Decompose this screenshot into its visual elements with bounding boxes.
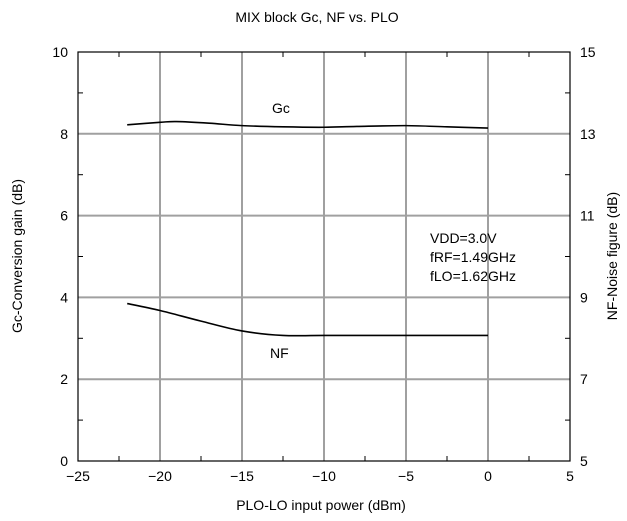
condition-vdd: VDD=3.0V bbox=[430, 230, 497, 246]
x-tick-label: 5 bbox=[566, 468, 574, 484]
y-left-tick-label: 2 bbox=[60, 371, 68, 387]
axis-ticks: −25 −20 −15 −10 −5 0 5 0 2 4 6 8 10 5 7 9 11 13 15 bbox=[52, 44, 595, 484]
y-right-tick-label: 11 bbox=[580, 208, 595, 224]
x-tick-label: −5 bbox=[398, 468, 414, 484]
y-right-tick-label: 5 bbox=[580, 453, 588, 469]
series-lines bbox=[127, 120, 489, 337]
y-right-tick-label: 13 bbox=[580, 126, 596, 142]
series-line-gc bbox=[127, 120, 489, 129]
y-left-tick-label: 0 bbox=[60, 453, 68, 469]
y-right-tick-label: 15 bbox=[580, 44, 596, 60]
y-right-tick-label: 7 bbox=[580, 371, 588, 387]
y-right-tick-label: 9 bbox=[580, 289, 588, 305]
x-tick-label: −20 bbox=[148, 468, 172, 484]
condition-frf: fRF=1.49GHz bbox=[430, 249, 516, 265]
y-left-tick-label: 6 bbox=[60, 208, 68, 224]
x-tick-label: −25 bbox=[66, 468, 90, 484]
gc-series-label: Gc bbox=[272, 100, 290, 116]
chart-title: MIX block Gc, NF vs. PLO bbox=[235, 9, 398, 25]
y-left-tick-label: 10 bbox=[52, 44, 68, 60]
series-line-nf bbox=[127, 302, 488, 337]
y-right-axis-label: NF-Noise figure (dB) bbox=[604, 192, 620, 320]
x-tick-label: −10 bbox=[312, 468, 336, 484]
x-tick-label: −15 bbox=[230, 468, 254, 484]
x-tick-label: 0 bbox=[484, 468, 492, 484]
condition-flo: fLO=1.62GHz bbox=[430, 268, 516, 284]
nf-series-label: NF bbox=[270, 345, 289, 361]
x-axis-label: PLO-LO input power (dBm) bbox=[236, 497, 406, 513]
y-left-axis-label: Gc-Conversion gain (dB) bbox=[9, 179, 25, 333]
grid-lines bbox=[78, 52, 570, 461]
y-left-tick-label: 8 bbox=[60, 126, 68, 142]
y-left-tick-label: 4 bbox=[60, 289, 68, 305]
